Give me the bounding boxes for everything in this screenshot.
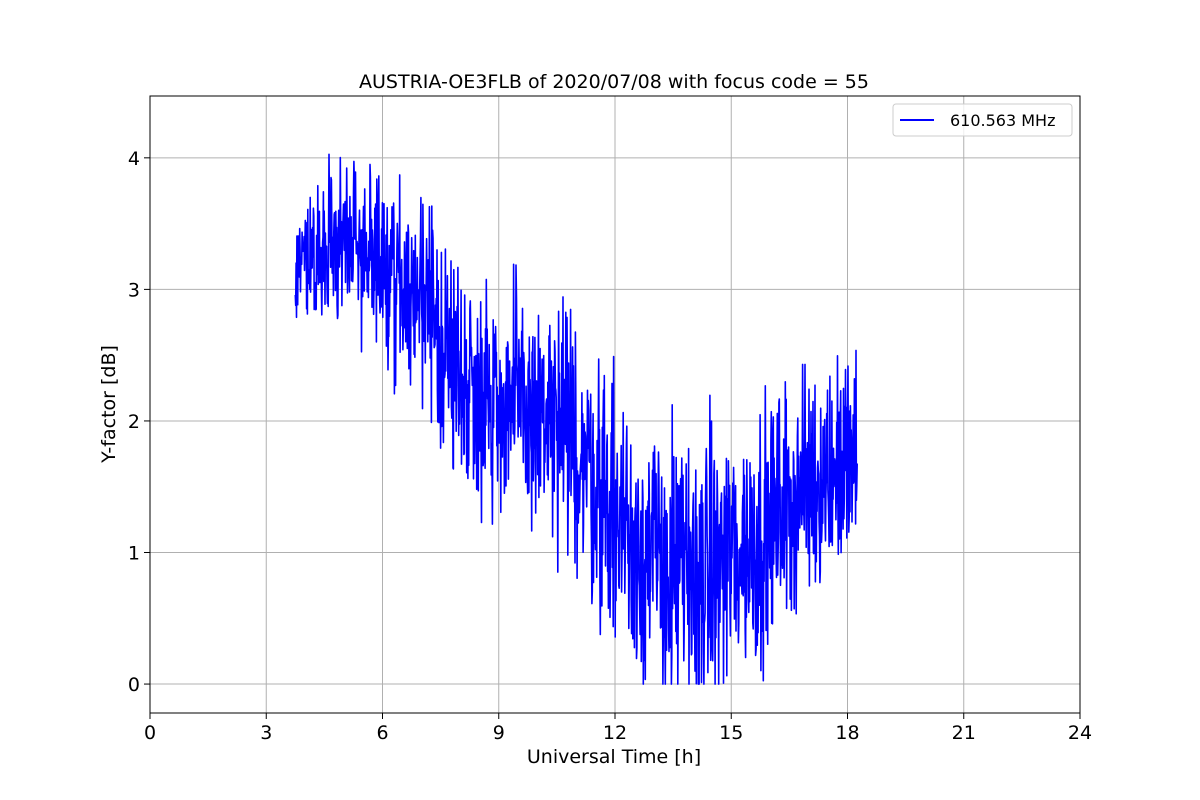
x-tick-label: 24 — [1068, 722, 1092, 744]
x-tick-label: 3 — [260, 722, 272, 744]
series-line-610-563-mhz — [294, 153, 858, 685]
x-tick-label: 12 — [603, 722, 627, 744]
series-layer — [294, 153, 858, 685]
y-axis-ticks: 0 1 2 3 4 — [128, 148, 150, 696]
y-tick-label: 2 — [128, 411, 140, 433]
x-tick-label: 21 — [952, 722, 976, 744]
y-tick-label: 1 — [128, 543, 140, 565]
y-axis-label: Y-factor [dB] — [98, 345, 120, 464]
legend-box — [892, 103, 1073, 137]
y-tick-label: 0 — [128, 674, 140, 696]
x-tick-label: 0 — [144, 722, 156, 744]
x-tick-label: 15 — [719, 722, 743, 744]
x-tick-label: 6 — [376, 722, 388, 744]
legend: 610.563 MHz — [892, 103, 1073, 137]
chart-title: AUSTRIA-OE3FLB of 2020/07/08 with focus … — [359, 71, 869, 93]
x-axis-label: Universal Time [h] — [527, 746, 701, 768]
legend-label: 610.563 MHz — [950, 111, 1055, 130]
x-tick-label: 18 — [835, 722, 859, 744]
y-tick-label: 4 — [128, 148, 140, 170]
y-tick-label: 3 — [128, 279, 140, 301]
x-tick-label: 9 — [493, 722, 505, 744]
x-axis-ticks: 0 3 6 9 12 15 18 21 24 — [144, 713, 1092, 744]
